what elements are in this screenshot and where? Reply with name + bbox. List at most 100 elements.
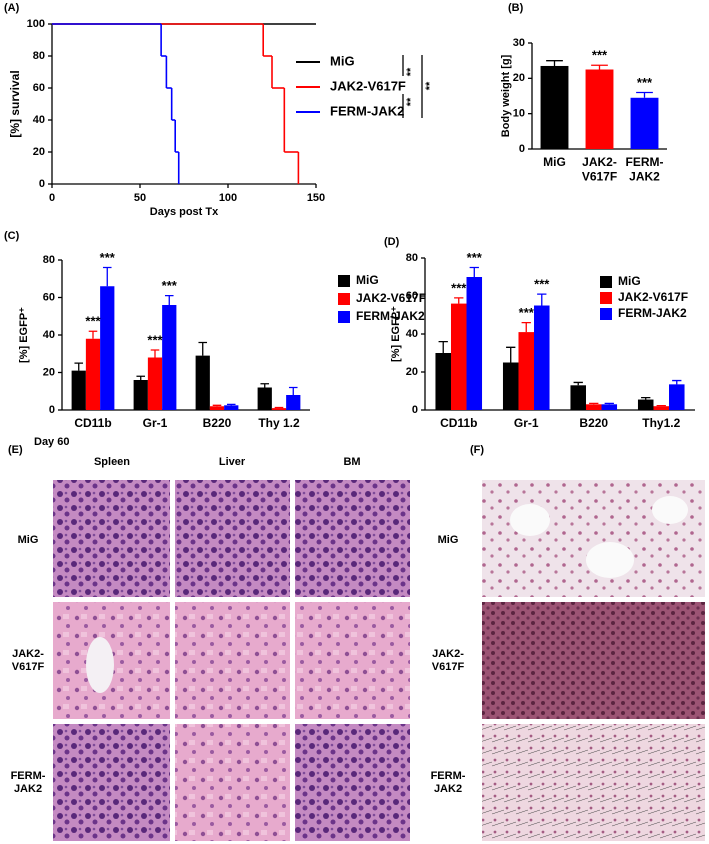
error-bar — [591, 64, 608, 70]
legend-label: JAK2-V617F — [356, 291, 426, 305]
bar — [601, 404, 618, 410]
histology-image — [295, 480, 410, 597]
error-bar — [521, 321, 531, 333]
panel-label: (E) — [8, 444, 23, 456]
bar — [630, 97, 659, 149]
error-bar — [573, 381, 583, 386]
y-tick-label: 0 — [519, 143, 525, 155]
legend-swatch — [600, 276, 612, 288]
legend-label: FERM-JAK2 — [618, 306, 687, 320]
y-tick-label: 80 — [43, 254, 55, 266]
x-tick-label: FERM-JAK2 — [626, 155, 664, 183]
significance: *** — [534, 277, 550, 292]
error-bar — [506, 346, 516, 363]
significance: *** — [451, 280, 467, 295]
x-tick-label: CD11b — [440, 416, 477, 430]
bar — [585, 69, 614, 149]
y-tick-label: 20 — [513, 72, 525, 84]
y-tick-label: 40 — [33, 114, 45, 126]
histology-image — [482, 602, 705, 719]
bar — [286, 395, 301, 410]
histology-image — [175, 480, 290, 597]
significance: *** — [162, 278, 178, 293]
fat-cell — [652, 496, 688, 524]
bar — [133, 380, 148, 410]
x-tick-label: B220 — [579, 416, 608, 430]
error-bar — [74, 362, 84, 371]
panel-label: (C) — [4, 230, 20, 242]
column-label: Liver — [219, 456, 246, 468]
legend-swatch — [338, 275, 350, 287]
legend-label: FERM-JAK2 — [356, 309, 425, 323]
significance: ** — [424, 81, 436, 90]
x-tick-label: B220 — [203, 416, 232, 430]
bar — [450, 303, 467, 410]
error-bar — [150, 349, 160, 358]
x-tick-label: 0 — [49, 192, 55, 204]
bar — [669, 384, 685, 410]
bar — [653, 406, 670, 410]
error-bar — [641, 397, 651, 400]
x-tick-label: 150 — [307, 192, 325, 204]
y-tick-label: 0 — [49, 404, 55, 416]
histology-image — [175, 724, 290, 841]
significance: *** — [85, 314, 101, 329]
error-bar — [226, 403, 236, 406]
y-tick-label: 60 — [33, 82, 45, 94]
y-tick-label: 20 — [43, 366, 55, 378]
bar — [637, 399, 654, 410]
significance: ** — [405, 97, 417, 106]
histology-image — [295, 602, 410, 719]
bar — [71, 370, 86, 410]
significance-brackets — [402, 55, 423, 118]
histology-image — [175, 602, 290, 719]
y-axis-label: Body weight [g] — [500, 54, 512, 137]
panel-label: (B) — [508, 2, 524, 14]
error-bar — [636, 91, 653, 98]
y-axis-label: [%] EGFP⁺ — [18, 307, 30, 363]
bar — [570, 385, 586, 410]
bar — [502, 362, 519, 410]
histology-image — [482, 724, 705, 841]
error-bar — [274, 406, 284, 409]
bar — [534, 305, 550, 410]
x-axis-label: Days post Tx — [150, 206, 219, 218]
legend-label: MiG — [356, 273, 379, 287]
significance: *** — [592, 48, 608, 63]
legend-label: FERM-JAK2 — [330, 103, 404, 118]
y-tick-label: 60 — [406, 290, 418, 302]
bar — [209, 406, 225, 410]
significance: *** — [147, 332, 163, 347]
bar — [435, 353, 451, 410]
error-bar — [469, 266, 479, 277]
x-tick-label: Gr-1 — [514, 416, 539, 430]
x-tick-label: Thy 1.2 — [258, 416, 300, 430]
error-bar — [288, 386, 298, 395]
histology-image — [53, 480, 170, 597]
panel-f-images — [482, 480, 705, 841]
row-label: MiG — [438, 534, 459, 546]
vessel — [86, 637, 114, 693]
legend-swatch — [338, 311, 350, 323]
legend-swatch — [600, 308, 612, 320]
bar — [257, 387, 272, 410]
column-label: BM — [343, 456, 360, 468]
row-label: JAK2-V617F — [432, 648, 465, 673]
error-bar — [212, 404, 222, 407]
legend-label: MiG — [618, 274, 641, 288]
x-tick-label: 100 — [219, 192, 237, 204]
histology-image — [53, 724, 170, 841]
significance: *** — [100, 250, 116, 265]
bar — [585, 404, 602, 410]
significance: ** — [405, 67, 417, 76]
error-bar — [438, 340, 448, 353]
row-label: MiG — [18, 534, 39, 546]
y-tick-label: 10 — [513, 108, 525, 120]
error-bar — [604, 402, 614, 405]
y-tick-label: 40 — [43, 329, 55, 341]
y-tick-label: 0 — [39, 178, 45, 190]
x-tick-label: JAK2-V617F — [582, 155, 617, 183]
error-bar — [88, 330, 98, 339]
